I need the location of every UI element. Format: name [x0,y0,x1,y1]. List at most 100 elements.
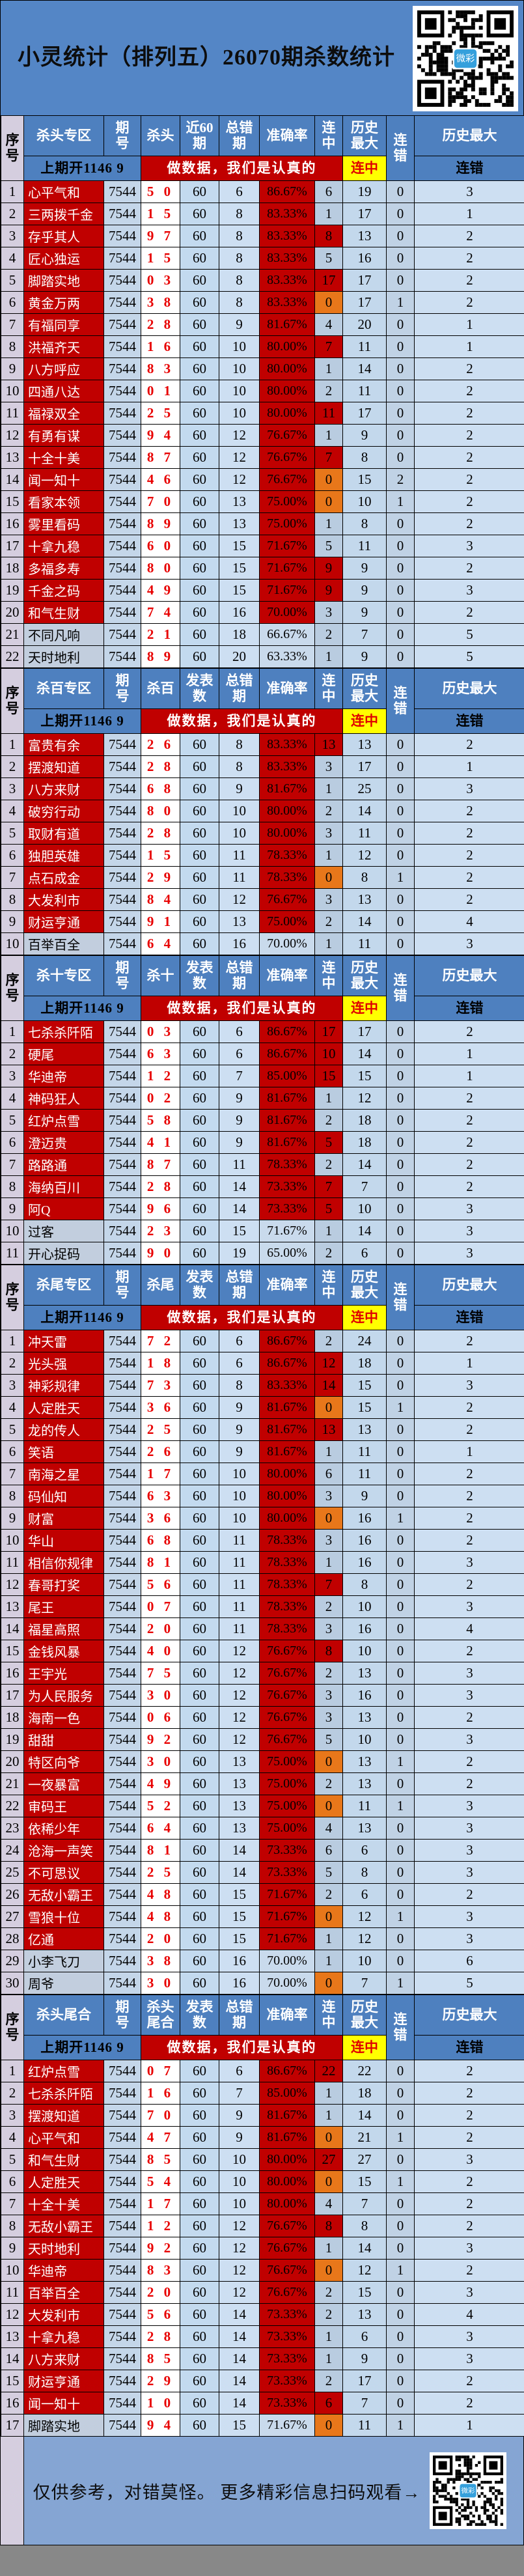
cell-player-name: 匠心独运 [23,247,104,270]
cell-hit-streak-max: 17 [342,2370,387,2392]
cell-miss-streak: 0 [386,1440,415,1463]
table-row: 5 红炉点雪 7544 5 8 60 9 81.67% 2 18 0 2 [1,1109,524,1132]
cell-published-count: 60 [180,888,219,911]
cell-index: 20 [1,601,24,624]
cell-miss-streak-max: 2 [414,291,524,314]
col-header-accuracy: 准确率 [259,1265,315,1306]
cell-accuracy: 81.67% [259,1087,315,1110]
cell-hit-streak-max: 13 [342,1706,387,1729]
cell-total-wrong: 6 [219,1043,260,1065]
cell-index: 16 [1,1662,24,1685]
cell-hit-streak-max: 17 [342,1020,387,1043]
cell-hit-streak-max: 12 [342,1905,387,1928]
table-row: 13 十拿九稳 7544 2 8 60 14 73.33% 1 6 0 3 [1,2325,524,2348]
cell-hit-streak: 3 [314,1706,343,1729]
cell-player-name: 闻一知十 [23,2392,104,2415]
cell-index: 17 [1,2414,24,2437]
cell-hit-streak: 22 [314,2060,343,2082]
cell-published-count: 60 [180,1883,219,1906]
cell-total-wrong: 10 [219,402,260,425]
table-row: 7 点石成金 7544 2 9 60 11 78.33% 0 8 1 2 [1,866,524,889]
cell-index: 12 [1,1573,24,1596]
cell-published-count: 60 [180,1485,219,1507]
table-row: 3 存乎其人 7544 9 7 60 8 83.33% 8 13 0 2 [1,225,524,247]
cell-period: 7544 [103,601,141,624]
cell-total-wrong: 20 [219,645,260,668]
cell-hit-streak-max: 6 [342,1242,387,1265]
cell-hit-streak-max: 11 [342,2414,387,2437]
cell-hit-streak: 1 [314,1220,343,1242]
table-row: 1 冲天雷 7544 7 2 60 6 86.67% 2 24 0 2 [1,1330,524,1352]
table-row: 8 大发利市 7544 8 4 60 12 76.67% 3 13 0 2 [1,888,524,911]
cell-accuracy: 71.67% [259,579,315,602]
cell-kill-numbers: 8 5 [141,2148,180,2171]
cell-published-count: 60 [180,1330,219,1352]
cell-period: 7544 [103,1905,141,1928]
cell-period: 7544 [103,1617,141,1640]
cell-period: 7544 [103,512,141,535]
cell-hit-streak-max: 17 [342,291,387,314]
cell-hit-streak-max: 14 [342,910,387,933]
cell-hit-streak: 12 [314,1352,343,1375]
table-row: 22 天时地利 7544 8 9 60 20 63.33% 1 9 0 5 [1,645,524,668]
cell-published-count: 60 [180,755,219,778]
cell-hit-streak-max: 14 [342,2237,387,2260]
cell-kill-numbers: 3 0 [141,1972,180,1995]
cell-index: 3 [1,1065,24,1087]
cell-published-count: 60 [180,1020,219,1043]
cell-miss-streak-max: 3 [414,2325,524,2348]
cell-player-name: 路路通 [23,1153,104,1176]
cell-total-wrong: 6 [219,180,260,203]
cell-kill-numbers: 8 7 [141,1153,180,1176]
cell-kill-numbers: 2 1 [141,623,180,646]
cell-published-count: 60 [180,2148,219,2171]
cell-published-count: 60 [180,623,219,646]
cell-period: 7544 [103,1795,141,1817]
cell-miss-streak: 0 [386,1242,415,1265]
cell-period: 7544 [103,1109,141,1132]
cell-hit-streak: 1 [314,1087,343,1110]
cell-published-count: 60 [180,1374,219,1397]
cell-published-count: 60 [180,932,219,955]
cell-period: 7544 [103,2237,141,2260]
cell-miss-streak: 0 [386,2148,415,2171]
cell-hit-streak: 0 [314,1750,343,1773]
cell-kill-numbers: 2 8 [141,2325,180,2348]
cell-index: 11 [1,1551,24,1574]
cell-published-count: 60 [180,822,219,845]
cell-period: 7544 [103,357,141,380]
cell-accuracy: 80.00% [259,357,315,380]
cell-kill-numbers: 9 1 [141,910,180,933]
col-header-hit-history-max: 历史 最大 [342,115,387,156]
cell-total-wrong: 16 [219,932,260,955]
cell-miss-streak: 1 [386,1750,415,1773]
cell-kill-numbers: 9 7 [141,225,180,247]
cell-accuracy: 86.67% [259,1352,315,1375]
cell-miss-streak: 2 [386,468,415,491]
col-header-miss-history-max: 历史最大 [414,1995,524,2036]
col-header-miss-history-max: 历史最大 [414,668,524,709]
cell-period: 7544 [103,1728,141,1751]
cell-hit-streak-max: 16 [342,1684,387,1707]
cell-published-count: 60 [180,1750,219,1773]
col-header-miss-streak: 连 错 [386,115,415,181]
cell-published-count: 60 [180,910,219,933]
table-row: 2 三两拨千金 7544 1 5 60 8 83.33% 1 17 0 1 [1,203,524,225]
cell-index: 17 [1,1684,24,1707]
cell-period: 7544 [103,2370,141,2392]
cell-kill-numbers: 2 6 [141,1440,180,1463]
cell-accuracy: 83.33% [259,755,315,778]
cell-period: 7544 [103,2170,141,2193]
cell-kill-numbers: 2 0 [141,2281,180,2304]
col-header-kill: 杀头 [141,115,180,156]
table-row: 11 相信你规律 7544 8 1 60 11 78.33% 1 16 0 3 [1,1551,524,1574]
cell-index: 14 [1,1617,24,1640]
table-row: 27 雪狼十位 7544 4 8 60 15 71.67% 0 12 1 3 [1,1905,524,1928]
cell-hit-streak-max: 13 [342,1750,387,1773]
table-row: 18 海南一色 7544 0 6 60 12 76.67% 3 13 0 2 [1,1706,524,1729]
cell-accuracy: 66.67% [259,623,315,646]
cell-miss-streak: 0 [386,1839,415,1862]
cell-published-count: 60 [180,2414,219,2437]
col-header-accuracy: 准确率 [259,668,315,709]
cell-accuracy: 73.33% [259,2347,315,2370]
